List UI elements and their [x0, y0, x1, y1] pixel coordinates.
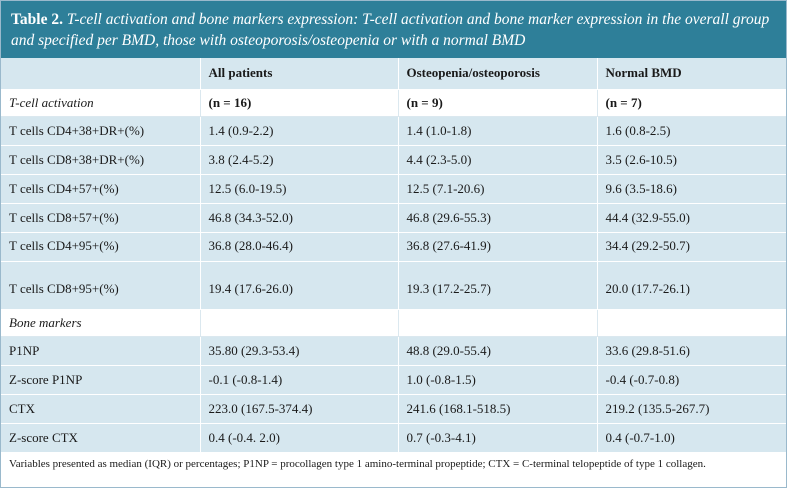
value-cell: 0.7 (-0.3-4.1) [398, 423, 598, 453]
row-label: T cells CD4+95+(%) [1, 232, 201, 262]
row-label: Z-score P1NP [1, 365, 201, 395]
table-row: P1NP 35.80 (29.3-53.4) 48.8 (29.0-55.4) … [1, 336, 786, 366]
section-row-tcell: T-cell activation (n = 16) (n = 9) (n = … [1, 89, 786, 117]
table-caption: Table 2. T-cell activation and bone mark… [1, 1, 786, 58]
row-label: T cells CD8+57+(%) [1, 203, 201, 233]
caption-label: Table 2. [11, 11, 63, 28]
row-label: CTX [1, 394, 201, 424]
value-cell: -0.4 (-0.7-0.8) [597, 365, 786, 395]
value-cell: 4.4 (2.3-5.0) [398, 145, 598, 175]
table-footnote: Variables presented as median (IQR) or p… [9, 457, 706, 470]
section-row-bone: Bone markers [1, 309, 786, 337]
value-cell: 1.4 (1.0-1.8) [398, 116, 598, 146]
table-row: T cells CD4+38+DR+(%) 1.4 (0.9-2.2) 1.4 … [1, 116, 786, 146]
header-cell-blank [1, 58, 201, 90]
header-row: All patients Osteopenia/osteoporosis Nor… [1, 58, 786, 90]
empty-cell [398, 309, 598, 337]
value-cell: 0.4 (-0.7-1.0) [597, 423, 786, 453]
value-cell: 12.5 (6.0-19.5) [200, 174, 399, 204]
table-row: Z-score P1NP -0.1 (-0.8-1.4) 1.0 (-0.8-1… [1, 365, 786, 395]
header-osteopenia: Osteopenia/osteoporosis [398, 58, 598, 90]
count-cell: (n = 9) [398, 89, 598, 117]
empty-cell [597, 309, 786, 337]
section-title: Bone markers [1, 309, 201, 337]
table-row: T cells CD4+95+(%) 36.8 (28.0-46.4) 36.8… [1, 232, 786, 262]
data-table: All patients Osteopenia/osteoporosis Nor… [1, 58, 786, 453]
count-cell: (n = 7) [597, 89, 786, 117]
row-label: T cells CD8+95+(%) [1, 261, 201, 310]
value-cell: 34.4 (29.2-50.7) [597, 232, 786, 262]
table-row: T cells CD8+38+DR+(%) 3.8 (2.4-5.2) 4.4 … [1, 145, 786, 175]
row-label: T cells CD8+38+DR+(%) [1, 145, 201, 175]
value-cell: 219.2 (135.5-267.7) [597, 394, 786, 424]
value-cell: 46.8 (29.6-55.3) [398, 203, 598, 233]
value-cell: 241.6 (168.1-518.5) [398, 394, 598, 424]
value-cell: 33.6 (29.8-51.6) [597, 336, 786, 366]
row-label: Z-score CTX [1, 423, 201, 453]
table-row: T cells CD8+95+(%) 19.4 (17.6-26.0) 19.3… [1, 261, 786, 310]
value-cell: 3.8 (2.4-5.2) [200, 145, 399, 175]
value-cell: 1.6 (0.8-2.5) [597, 116, 786, 146]
value-cell: 19.4 (17.6-26.0) [200, 261, 399, 310]
value-cell: 19.3 (17.2-25.7) [398, 261, 598, 310]
table-row: T cells CD4+57+(%) 12.5 (6.0-19.5) 12.5 … [1, 174, 786, 204]
value-cell: 3.5 (2.6-10.5) [597, 145, 786, 175]
value-cell: 0.4 (-0.4. 2.0) [200, 423, 399, 453]
header-all-patients: All patients [200, 58, 399, 90]
section-title: T-cell activation [1, 89, 201, 117]
table-row: Z-score CTX 0.4 (-0.4. 2.0) 0.7 (-0.3-4.… [1, 423, 786, 453]
row-label: T cells CD4+38+DR+(%) [1, 116, 201, 146]
value-cell: 44.4 (32.9-55.0) [597, 203, 786, 233]
value-cell: 36.8 (27.6-41.9) [398, 232, 598, 262]
value-cell: 36.8 (28.0-46.4) [200, 232, 399, 262]
table-row: CTX 223.0 (167.5-374.4) 241.6 (168.1-518… [1, 394, 786, 424]
value-cell: 12.5 (7.1-20.6) [398, 174, 598, 204]
row-label: P1NP [1, 336, 201, 366]
table-row: T cells CD8+57+(%) 46.8 (34.3-52.0) 46.8… [1, 203, 786, 233]
value-cell: 1.4 (0.9-2.2) [200, 116, 399, 146]
value-cell: 35.80 (29.3-53.4) [200, 336, 399, 366]
value-cell: 1.0 (-0.8-1.5) [398, 365, 598, 395]
value-cell: 20.0 (17.7-26.1) [597, 261, 786, 310]
row-label: T cells CD4+57+(%) [1, 174, 201, 204]
value-cell: 46.8 (34.3-52.0) [200, 203, 399, 233]
empty-cell [200, 309, 399, 337]
value-cell: 223.0 (167.5-374.4) [200, 394, 399, 424]
header-normal-bmd: Normal BMD [597, 58, 786, 90]
value-cell: -0.1 (-0.8-1.4) [200, 365, 399, 395]
caption-text: T-cell activation and bone markers expre… [11, 11, 770, 49]
value-cell: 48.8 (29.0-55.4) [398, 336, 598, 366]
value-cell: 9.6 (3.5-18.6) [597, 174, 786, 204]
count-cell: (n = 16) [200, 89, 399, 117]
